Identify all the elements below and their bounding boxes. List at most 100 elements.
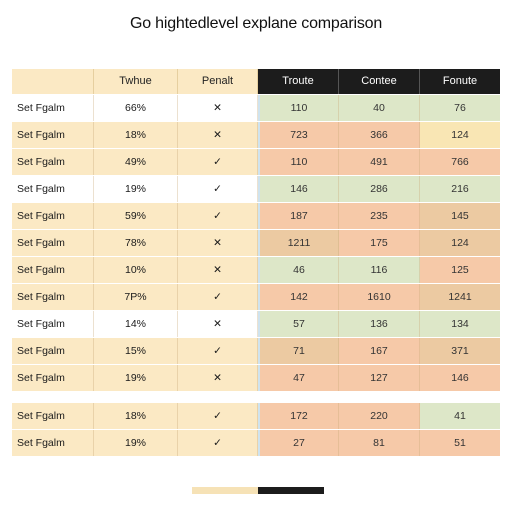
table-row[interactable]: Set Fgalm 59% ✓ 187 235 145: [12, 203, 500, 229]
row-percent: 19%: [94, 430, 178, 456]
check-icon: ✓: [178, 176, 258, 202]
header-cell-penalt[interactable]: Penalt: [178, 69, 258, 94]
value-cell: 1610: [339, 284, 420, 310]
value-cell: 216: [420, 176, 500, 202]
table-row[interactable]: Set Fgalm 14% ✕ 57 136 134: [12, 311, 500, 337]
value-cell: 187: [258, 203, 339, 229]
row-percent: 7P%: [94, 284, 178, 310]
header-cell-twhue[interactable]: Twhue: [94, 69, 178, 94]
table-row[interactable]: Set Fgalm 19% ✓ 27 81 51: [12, 430, 500, 456]
cross-icon: ✕: [178, 257, 258, 283]
cross-icon: ✕: [178, 122, 258, 148]
value-cell: 127: [339, 365, 420, 391]
value-cell: 146: [420, 365, 500, 391]
value-cell: 27: [258, 430, 339, 456]
value-cell: 110: [258, 149, 339, 175]
table-body: Set Fgalm 66% ✕ 110 40 76 Set Fgalm 18% ✕ 723 366 1…: [12, 95, 500, 457]
table-row[interactable]: Set Fgalm 19% ✕ 47 127 146: [12, 365, 500, 391]
value-cell: 220: [339, 403, 420, 429]
row-label: Set Fgalm: [12, 311, 94, 337]
row-label: Set Fgalm: [12, 95, 94, 121]
table-row[interactable]: Set Fgalm 66% ✕ 110 40 76: [12, 95, 500, 121]
value-cell: 116: [339, 257, 420, 283]
value-cell: 1241: [420, 284, 500, 310]
check-icon: ✓: [178, 203, 258, 229]
table-row[interactable]: Set Fgalm 7P% ✓ 142 1610 1241: [12, 284, 500, 310]
header-cell-blank: [12, 69, 94, 94]
value-cell: 81: [339, 430, 420, 456]
row-percent: 78%: [94, 230, 178, 256]
row-label: Set Fgalm: [12, 284, 94, 310]
value-cell: 1211: [258, 230, 339, 256]
value-cell: 723: [258, 122, 339, 148]
row-label: Set Fgalm: [12, 430, 94, 456]
value-cell: 125: [420, 257, 500, 283]
cross-icon: ✕: [178, 95, 258, 121]
check-icon: ✓: [178, 430, 258, 456]
table-row[interactable]: Set Fgalm 78% ✕ 1211 175 124: [12, 230, 500, 256]
row-label: Set Fgalm: [12, 122, 94, 148]
row-percent: 18%: [94, 403, 178, 429]
table-row[interactable]: Set Fgalm 18% ✓ 172 220 41: [12, 403, 500, 429]
value-cell: 51: [420, 430, 500, 456]
table-row[interactable]: Set Fgalm 18% ✕ 723 366 124: [12, 122, 500, 148]
row-percent: 66%: [94, 95, 178, 121]
value-cell: 167: [339, 338, 420, 364]
value-cell: 136: [339, 311, 420, 337]
row-percent: 49%: [94, 149, 178, 175]
value-cell: 142: [258, 284, 339, 310]
cross-icon: ✕: [178, 365, 258, 391]
value-cell: 57: [258, 311, 339, 337]
table-row[interactable]: Set Fgalm 10% ✕ 46 116 125: [12, 257, 500, 283]
check-icon: ✓: [178, 338, 258, 364]
row-label: Set Fgalm: [12, 149, 94, 175]
value-cell: 172: [258, 403, 339, 429]
row-percent: 14%: [94, 311, 178, 337]
table-row[interactable]: Set Fgalm 49% ✓ 110 491 766: [12, 149, 500, 175]
value-cell: 766: [420, 149, 500, 175]
row-label: Set Fgalm: [12, 403, 94, 429]
row-percent: 19%: [94, 365, 178, 391]
row-label: Set Fgalm: [12, 176, 94, 202]
table-header: Twhue Penalt Troute Contee Fonute: [12, 69, 500, 94]
table-row[interactable]: Set Fgalm 15% ✓ 71 167 371: [12, 338, 500, 364]
table-row[interactable]: Set Fgalm 19% ✓ 146 286 216: [12, 176, 500, 202]
check-icon: ✓: [178, 284, 258, 310]
value-cell: 286: [339, 176, 420, 202]
value-cell: 145: [420, 203, 500, 229]
value-cell: 124: [420, 230, 500, 256]
header-cell-troute[interactable]: Troute: [258, 69, 339, 94]
value-cell: 40: [339, 95, 420, 121]
value-cell: 41: [420, 403, 500, 429]
footer-bar-dark: [258, 487, 324, 494]
value-cell: 71: [258, 338, 339, 364]
cross-icon: ✕: [178, 230, 258, 256]
header-cell-contee[interactable]: Contee: [339, 69, 420, 94]
value-cell: 110: [258, 95, 339, 121]
page-title: Go hightedlevel explane comparison: [129, 15, 383, 32]
value-cell: 366: [339, 122, 420, 148]
value-cell: 46: [258, 257, 339, 283]
row-label: Set Fgalm: [12, 338, 94, 364]
value-cell: 134: [420, 311, 500, 337]
row-percent: 19%: [94, 176, 178, 202]
value-cell: 146: [258, 176, 339, 202]
row-percent: 59%: [94, 203, 178, 229]
footer-bar-light: [192, 487, 258, 494]
row-label: Set Fgalm: [12, 230, 94, 256]
value-cell: 371: [420, 338, 500, 364]
cross-icon: ✕: [178, 311, 258, 337]
check-icon: ✓: [178, 403, 258, 429]
header-cell-fonute[interactable]: Fonute: [420, 69, 500, 94]
row-label: Set Fgalm: [12, 257, 94, 283]
value-cell: 47: [258, 365, 339, 391]
row-percent: 15%: [94, 338, 178, 364]
check-icon: ✓: [178, 149, 258, 175]
value-cell: 175: [339, 230, 420, 256]
row-percent: 18%: [94, 122, 178, 148]
row-label: Set Fgalm: [12, 365, 94, 391]
row-label: Set Fgalm: [12, 203, 94, 229]
value-cell: 124: [420, 122, 500, 148]
value-cell: 491: [339, 149, 420, 175]
value-cell: 235: [339, 203, 420, 229]
